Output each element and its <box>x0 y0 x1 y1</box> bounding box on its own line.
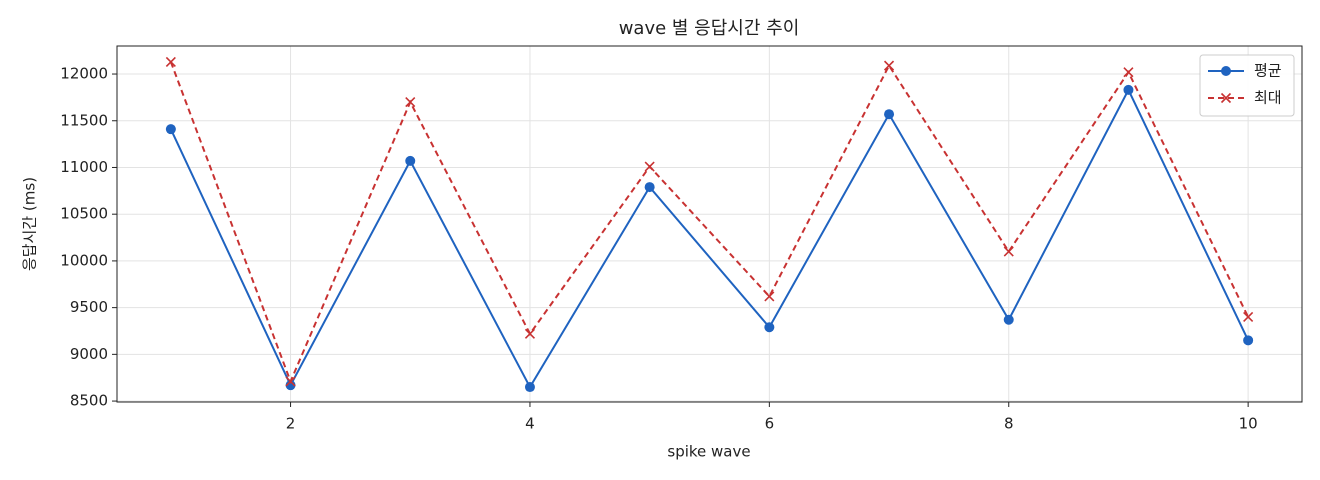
marker <box>405 155 416 166</box>
chart-title: wave 별 응답시간 추이 <box>619 18 800 39</box>
marker <box>1243 311 1254 323</box>
marker <box>165 124 176 135</box>
marker <box>1243 335 1254 346</box>
y-tick-label: 9500 <box>70 298 108 316</box>
legend-label: 평균 <box>1254 62 1282 80</box>
x-axis-label: spike wave <box>667 443 750 461</box>
x-tick-label: 10 <box>1239 415 1258 433</box>
x-tick-label: 6 <box>765 415 775 433</box>
marker <box>764 291 775 302</box>
marker <box>884 109 895 120</box>
series-line <box>169 87 1250 390</box>
legend-label: 최대 <box>1254 89 1282 107</box>
y-axis-label: 응답시간 (ms) <box>21 177 39 271</box>
marker <box>764 322 775 333</box>
marker <box>1123 84 1134 95</box>
marker <box>524 328 536 339</box>
y-tick-label: 8500 <box>70 392 108 410</box>
marker <box>285 376 296 387</box>
marker <box>285 380 296 391</box>
legend-marker <box>1221 66 1231 76</box>
series-line <box>169 61 1250 385</box>
y-tick-label: 10500 <box>60 205 108 223</box>
marker <box>524 382 535 393</box>
marker <box>1003 314 1014 325</box>
marker <box>405 96 416 108</box>
legend-marker <box>1220 92 1232 104</box>
y-tick-label: 9000 <box>70 345 108 363</box>
x-tick-label: 2 <box>286 415 296 433</box>
x-tick-label: 8 <box>1004 415 1014 433</box>
marker <box>1123 67 1134 78</box>
y-tick-label: 11000 <box>60 158 108 176</box>
marker <box>644 182 655 193</box>
y-tick-label: 12000 <box>60 65 108 83</box>
y-tick-label: 10000 <box>60 251 108 269</box>
plot-frame <box>116 45 1303 403</box>
marker <box>883 60 895 71</box>
marker <box>165 56 176 67</box>
y-tick-label: 11500 <box>60 111 108 129</box>
marker <box>644 161 655 172</box>
marker <box>1003 246 1014 257</box>
x-tick-label: 4 <box>525 415 535 433</box>
